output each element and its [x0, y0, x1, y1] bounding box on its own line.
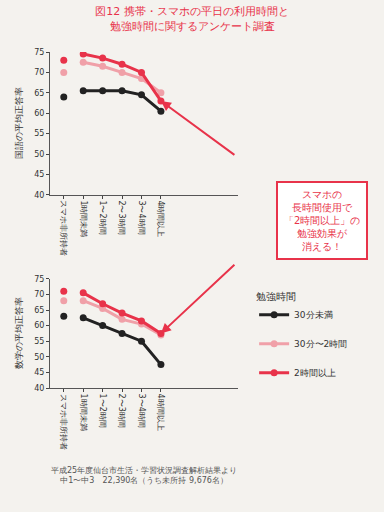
svg-text:65: 65 — [34, 89, 44, 98]
svg-text:45: 45 — [34, 368, 44, 377]
svg-text:50: 50 — [34, 150, 44, 159]
svg-text:3〜4時間: 3〜4時間 — [137, 394, 146, 428]
svg-text:スマホ非所持者: スマホ非所持者 — [59, 394, 68, 450]
svg-text:4時間以上: 4時間以上 — [156, 394, 165, 431]
svg-text:勉強時間: 勉強時間 — [256, 291, 296, 302]
svg-text:70: 70 — [34, 290, 44, 299]
svg-text:3〜4時間: 3〜4時間 — [137, 200, 146, 234]
svg-text:55: 55 — [34, 129, 44, 138]
svg-text:50: 50 — [34, 353, 44, 362]
svg-text:スマホの長時間使用で「2時間以上」の勉強効果が消える！: スマホの長時間使用で「2時間以上」の勉強効果が消える！ — [284, 189, 360, 252]
svg-text:1〜2時間: 1〜2時間 — [98, 394, 107, 428]
svg-text:国語の平均正答率: 国語の平均正答率 — [14, 87, 24, 159]
svg-text:図12 携帯・スマホの平日の利用時間と勉強時間に関するアンケ: 図12 携帯・スマホの平日の利用時間と勉強時間に関するアンケート調査 — [95, 5, 289, 32]
svg-text:4時間以上: 4時間以上 — [156, 200, 165, 237]
svg-text:40: 40 — [34, 191, 44, 200]
svg-text:平成25年度仙台市生活・学習状況調査解析結果より中1〜中3: 平成25年度仙台市生活・学習状況調査解析結果より中1〜中3 22,390名（うち… — [51, 466, 237, 485]
svg-text:60: 60 — [34, 109, 44, 118]
svg-text:30分未満: 30分未満 — [294, 310, 332, 320]
svg-text:45: 45 — [34, 170, 44, 179]
svg-text:75: 75 — [34, 275, 44, 284]
svg-text:30分〜2時間: 30分〜2時間 — [294, 339, 347, 349]
svg-text:65: 65 — [34, 306, 44, 315]
svg-text:1時間未満: 1時間未満 — [79, 394, 88, 431]
svg-text:数学の平均正答率: 数学の平均正答率 — [14, 297, 24, 369]
svg-text:55: 55 — [34, 337, 44, 346]
svg-text:75: 75 — [34, 48, 44, 57]
svg-text:1時間未満: 1時間未満 — [79, 200, 88, 237]
svg-text:2時間以上: 2時間以上 — [294, 368, 336, 378]
svg-text:2〜3時間: 2〜3時間 — [117, 394, 126, 428]
svg-text:2〜3時間: 2〜3時間 — [117, 200, 126, 234]
svg-text:スマホ非所持者: スマホ非所持者 — [59, 200, 68, 256]
svg-text:60: 60 — [34, 321, 44, 330]
svg-text:40: 40 — [34, 384, 44, 393]
svg-text:70: 70 — [34, 68, 44, 77]
svg-text:1〜2時間: 1〜2時間 — [98, 200, 107, 234]
